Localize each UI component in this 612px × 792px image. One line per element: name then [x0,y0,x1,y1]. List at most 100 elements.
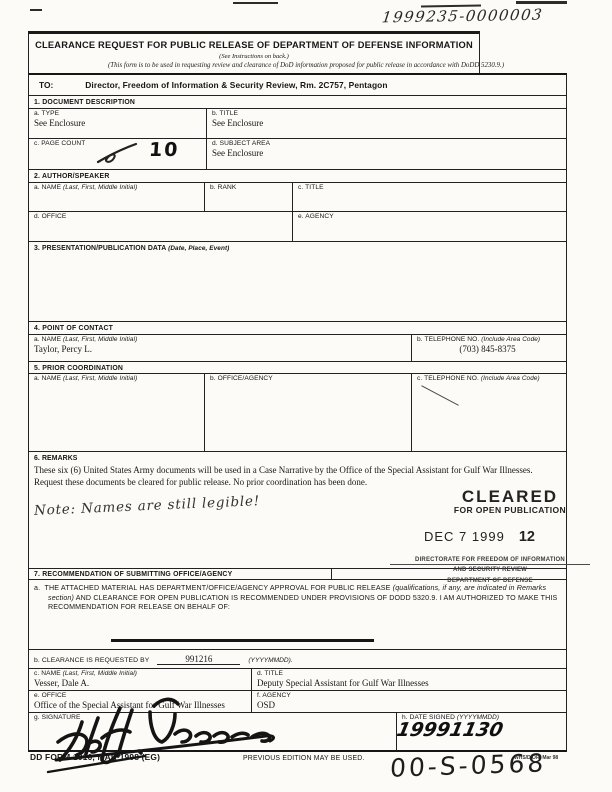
handwritten-control-number: 1999235-0000003 [380,5,545,27]
date-signed-label-text: h. DATE SIGNED [402,714,455,721]
section7-header: 7. RECOMMENDATION OF SUBMITTING OFFICE/A… [34,571,233,578]
statement-text-2: AND CLEARANCE FOR OPEN PUBLICATION IS RE… [48,593,558,612]
stamp-office-line2: AND SECURITY REVIEW [452,567,528,573]
remarks-text: These six (6) United States Army documen… [34,465,533,487]
section4-row-ab: a. NAME (Last, First, Middle Initial) Ta… [29,335,566,362]
prior-phone-label: c. TELEPHONE NO. (Include Area Code) [417,375,566,382]
section6-block: 6. REMARKS These six (6) United States A… [29,452,566,569]
form-body: TO: Director, Freedom of Information & S… [28,73,567,752]
scratched-out-mark [96,142,138,164]
field-author-name: a. NAME (Last, First, Middle Initial) [29,183,204,211]
scan-artifact [233,2,278,4]
clearance-date-format-hint: (YYYYMMDD). [248,657,293,664]
submitter-name-label-text: c. NAME [34,670,61,677]
field-presentation-data: 3. PRESENTATION/PUBLICATION DATA (Date, … [29,242,566,321]
type-value: See Enclosure [34,118,86,128]
field-prior-phone: c. TELEPHONE NO. (Include Area Code) [411,374,566,451]
print-code: WHS/DIOR, Mar 98 [514,755,559,761]
author-name-label-text: a. NAME [34,184,62,191]
form-title: CLEARANCE REQUEST FOR PUBLIC RELEASE OF … [35,40,473,50]
section7-row-b: b. CLEARANCE IS REQUESTED BY 991216 (YYY… [29,650,566,669]
section2-row-abc: a. NAME (Last, First, Middle Initial) b.… [29,183,566,212]
form-subtitle: (See Instructions on back.) [219,53,289,60]
stamp-number: 12 [518,529,535,545]
field-prior-office: b. OFFICE/AGENCY [204,374,411,451]
submitter-agency-label: f. AGENCY [257,692,291,699]
prior-office-label: b. OFFICE/AGENCY [210,375,273,382]
to-row: TO: Director, Freedom of Information & S… [29,75,566,96]
submitter-office-value: Office of the Special Assistant for Gulf… [34,700,225,710]
form-instruction-line: (This form is to be used in requesting r… [107,62,505,69]
form-id: DD FORM 1910, MAR 1998 (EG) [30,752,161,762]
field-submitter-title: d. TITLE Deputy Special Assistant for Gu… [251,669,566,690]
stamp-office-line1: DIRECTORATE FOR FREEDOM OF INFORMATION [390,557,590,565]
section3-header-text: 3. PRESENTATION/PUBLICATION DATA [34,245,167,252]
field-poc-name: a. NAME (Last, First, Middle Initial) Ta… [29,335,411,361]
prior-name-label-text: a. NAME [34,375,62,382]
remarks-label: 6. REMARKS [34,455,78,462]
section5-header: 5. PRIOR COORDINATION [29,362,566,374]
title-value: See Enclosure [212,118,264,128]
scan-artifact [30,9,42,11]
field-subject-area: d. SUBJECT AREA See Enclosure [206,139,566,169]
submitter-title-value: Deputy Special Assistant for Gulf War Il… [257,678,429,688]
field-date-signed: h. DATE SIGNED (YYYYMMDD) [396,713,566,750]
field-rank: b. RANK [204,183,292,211]
field-prior-name: a. NAME (Last, First, Middle Initial) [29,374,204,451]
statement-italic: (qualifications, if any, are indicated i… [48,584,547,602]
stamp-date: DEC 7 1999 [424,529,505,544]
section1-row-cd: c. PAGE COUNT d. SUBJECT AREA See Enclos… [29,139,566,170]
author-office-label: d. OFFICE [34,213,67,220]
field-submitter-name: c. NAME (Last, First, Middle Initial) Ve… [29,669,251,690]
section7-row-ef: e. OFFICE Office of the Special Assistan… [29,691,566,713]
field-submitter-office: e. OFFICE Office of the Special Assistan… [29,691,251,712]
section7-header-row: 7. RECOMMENDATION OF SUBMITTING OFFICE/A… [29,569,566,580]
cleared-stamp-line1: CLEARED [461,487,559,506]
page-count-label: c. PAGE COUNT [34,140,86,147]
poc-name-label-hint: (Last, First, Middle Initial) [63,336,138,343]
section7a-block: a. THE ATTACHED MATERIAL HAS DEPARTMENT/… [29,580,566,650]
field-author-agency: e. AGENCY [292,212,566,241]
section2-row-de: d. OFFICE e. AGENCY [29,212,566,242]
title-label: b. TITLE [212,110,238,117]
submitter-title-label: d. TITLE [257,670,283,677]
subject-area-label: d. SUBJECT AREA [212,140,271,147]
poc-phone-label: b. TELEPHONE NO. (Include Area Code) [417,336,566,343]
poc-name-label-text: a. NAME [34,336,62,343]
author-title-label: c. TITLE [298,184,324,191]
handwritten-date-signed: 19991130 [394,719,506,741]
section3-block: 3. PRESENTATION/PUBLICATION DATA (Date, … [29,242,566,322]
poc-name-value: Taylor, Percy L. [34,344,92,354]
to-value: Director, Freedom of Information & Secur… [85,80,388,90]
date-signed-label-hint: (YYYYMMDD) [456,714,500,721]
author-name-label-hint: (Last, First, Middle Initial) [63,184,138,191]
signature [46,697,275,774]
statement-text-1: THE ATTACHED MATERIAL HAS DEPARTMENT/OFF… [44,584,393,592]
clearance-requested-date: 991216 [157,654,241,665]
stamp-date-row: DEC 7 1999 12 [424,529,535,545]
prior-phone-label-text: c. TELEPHONE NO. [417,375,479,382]
field-page-count: c. PAGE COUNT [29,139,206,169]
field-title: b. TITLE See Enclosure [206,109,566,138]
poc-phone-label-text: b. TELEPHONE NO. [417,336,480,343]
poc-phone-label-hint: (Include Area Code) [481,336,541,343]
type-label: a. TYPE [34,110,60,117]
poc-phone-value: (703) 845-8375 [459,344,516,354]
cleared-stamp-line2: FOR OPEN PUBLICATION [453,505,567,515]
field-poc-phone: b. TELEPHONE NO. (Include Area Code) (70… [411,335,566,361]
submitter-agency-value: OSD [257,700,276,710]
recommendation-statement: a. THE ATTACHED MATERIAL HAS DEPARTMENT/… [34,584,560,613]
section3-header-hint: (Date, Place, Event) [168,245,230,252]
field-author-office: d. OFFICE [29,212,292,241]
clearance-requested-label: b. CLEARANCE IS REQUESTED BY [34,657,150,664]
submitter-name-label: c. NAME (Last, First, Middle Initial) [34,670,251,677]
stamp-office-line3: DEPARTMENT OF DEFENSE [447,578,533,584]
section7-header-spacer [331,569,566,579]
section5-row: a. NAME (Last, First, Middle Initial) b.… [29,374,566,452]
field-submitter-agency: f. AGENCY OSD [251,691,566,712]
field-remarks: 6. REMARKS These six (6) United States A… [29,452,566,568]
section1-row-ab: a. TYPE See Enclosure b. TITLE See Enclo… [29,109,566,139]
section7-row-gh: g. SIGNATURE h. DATE SIGNED (YYYYMMDD) [29,713,566,750]
submitter-name-value: Vesser, Dale A. [34,678,90,688]
